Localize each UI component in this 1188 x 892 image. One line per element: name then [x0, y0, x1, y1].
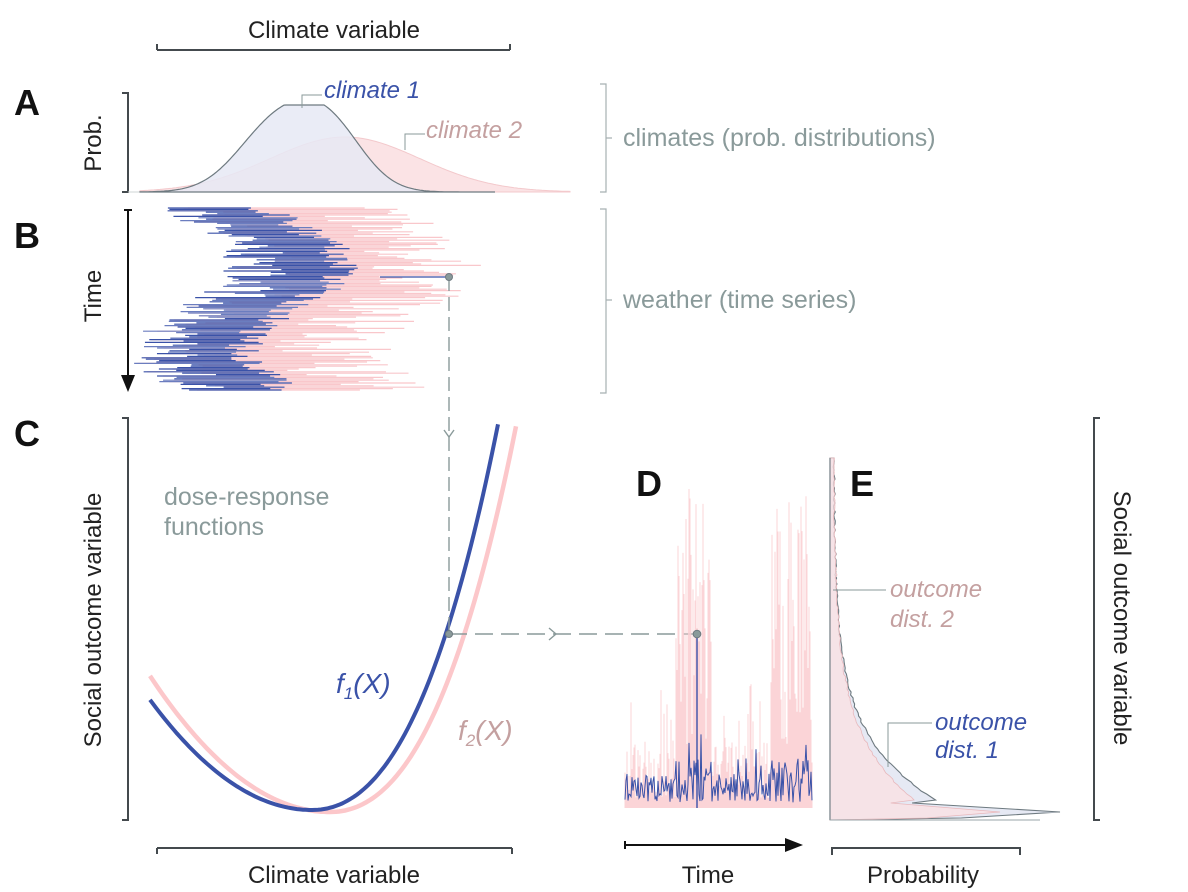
climate-1-density — [139, 104, 495, 193]
panel-a: Prob. climate 1 climate 2 — [80, 77, 571, 193]
panel-b-y-label: Time — [80, 270, 107, 322]
outcome-dist-2-label-line1: outcome — [890, 576, 982, 603]
weather-point-marker — [445, 273, 453, 281]
outcome-point-marker — [692, 629, 702, 639]
outcome-1-time-series — [624, 734, 813, 803]
panel-d-x-label: Time — [682, 862, 734, 889]
panel-letter-e: E — [850, 463, 874, 504]
dose-response-note-line2: functions — [164, 513, 264, 541]
f1-label: f1(X) — [336, 668, 391, 703]
panel-c-x-bracket — [156, 847, 513, 854]
climates-note: climates (prob. distributions) — [623, 124, 936, 152]
climate-1-weather-series — [134, 207, 449, 391]
panel-letter-d: D — [636, 463, 662, 504]
panel-a-y-bracket — [122, 92, 129, 193]
dose-response-note-line1: dose-response — [164, 483, 329, 511]
panel-e-x-bracket — [831, 847, 1021, 855]
f1-curve — [148, 423, 500, 812]
time-arrow-vertical — [121, 209, 135, 392]
climate-2-label: climate 2 — [426, 117, 522, 144]
panel-c-y-bracket — [122, 417, 129, 821]
outcome-dist-2 — [829, 457, 1001, 821]
f2-curve — [148, 425, 519, 815]
panel-letter-b: B — [14, 215, 40, 256]
panel-e-y-label: Social outcome variable — [1108, 491, 1135, 746]
outcome-dist-1-label-line1: outcome — [935, 709, 1027, 736]
panel-b: Time — [80, 207, 481, 392]
f2-label: f2(X) — [458, 715, 513, 750]
panel-a-x-label: Climate variable — [248, 17, 420, 44]
weather-note: weather (time series) — [622, 286, 856, 314]
panel-e: outcome dist. 2 outcome dist. 1 Probabil… — [829, 417, 1135, 889]
outcome-2-time-series — [624, 489, 813, 808]
panel-c-x-label: Climate variable — [248, 862, 420, 889]
panel-e-y-bracket — [1093, 417, 1100, 821]
panel-a-x-axis: Climate variable — [156, 17, 511, 51]
outcome-dist-2-label-line2: dist. 2 — [890, 606, 954, 633]
panel-d: Time — [624, 489, 813, 889]
panel-a-y-label: Prob. — [80, 114, 107, 171]
connector-lines — [443, 273, 697, 641]
panel-letter-c: C — [14, 413, 40, 454]
panel-letter-a: A — [14, 82, 40, 123]
dose-response-point-marker — [445, 630, 453, 638]
panel-e-x-label: Probability — [867, 862, 979, 889]
outcome-dist-1-label-line2: dist. 1 — [935, 737, 999, 764]
side-notes: climates (prob. distributions) weather (… — [600, 83, 936, 394]
panel-c-y-label: Social outcome variable — [80, 493, 107, 748]
climate-1-label: climate 1 — [324, 77, 420, 104]
panel-c: Social outcome variable Climate variable… — [80, 417, 519, 889]
time-arrow-horizontal — [624, 838, 803, 852]
